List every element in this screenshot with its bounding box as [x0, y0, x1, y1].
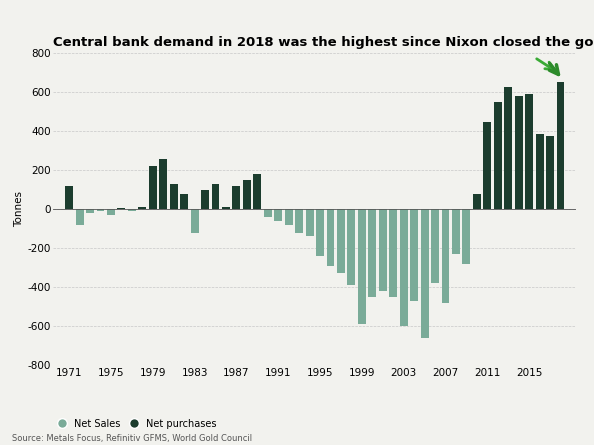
Bar [452, 209, 460, 254]
Bar [379, 209, 387, 291]
Legend: Net Sales, Net purchases: Net Sales, Net purchases [58, 419, 216, 429]
Bar [327, 209, 334, 266]
Bar [473, 194, 481, 209]
Bar [410, 209, 418, 301]
Bar [264, 209, 271, 217]
Bar [368, 209, 376, 297]
Bar [316, 209, 324, 256]
Bar [201, 190, 209, 209]
Bar [97, 209, 105, 211]
Text: Central bank demand in 2018 was the highest since Nixon closed the gold window: Central bank demand in 2018 was the high… [53, 36, 594, 49]
Bar [86, 209, 94, 213]
Bar [504, 88, 512, 209]
Bar [295, 209, 303, 232]
Bar [431, 209, 439, 283]
Bar [557, 81, 564, 209]
Bar [118, 208, 125, 209]
Bar [515, 96, 523, 209]
Text: Source: Metals Focus, Refinitiv GFMS, World Gold Council: Source: Metals Focus, Refinitiv GFMS, Wo… [12, 433, 252, 442]
Bar [536, 134, 544, 209]
Bar [400, 209, 407, 326]
Bar [389, 209, 397, 297]
Bar [337, 209, 345, 273]
Bar [138, 207, 146, 209]
Bar [484, 121, 491, 209]
Y-axis label: Tonnes: Tonnes [14, 191, 24, 227]
Bar [421, 209, 428, 338]
Bar [222, 207, 230, 209]
Bar [159, 158, 167, 209]
Bar [107, 209, 115, 215]
Bar [232, 186, 241, 209]
Bar [525, 94, 533, 209]
Bar [75, 209, 84, 225]
Bar [254, 174, 261, 209]
Bar [358, 209, 366, 324]
Bar [211, 184, 219, 209]
Bar [494, 102, 502, 209]
Bar [274, 209, 282, 221]
Bar [285, 209, 293, 225]
Bar [128, 209, 136, 211]
Bar [441, 209, 450, 303]
Bar [243, 180, 251, 209]
Bar [170, 184, 178, 209]
Bar [546, 136, 554, 209]
Bar [306, 209, 314, 236]
Bar [149, 166, 157, 209]
Bar [180, 194, 188, 209]
Bar [65, 186, 73, 209]
Bar [191, 209, 198, 232]
Bar [463, 209, 470, 263]
Bar [347, 209, 355, 285]
